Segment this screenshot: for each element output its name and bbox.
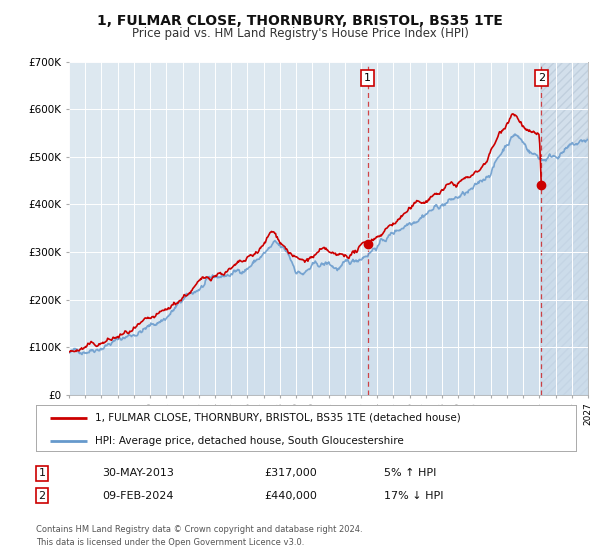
- Text: Contains HM Land Registry data © Crown copyright and database right 2024.
This d: Contains HM Land Registry data © Crown c…: [36, 525, 362, 547]
- Text: 1, FULMAR CLOSE, THORNBURY, BRISTOL, BS35 1TE: 1, FULMAR CLOSE, THORNBURY, BRISTOL, BS3…: [97, 14, 503, 28]
- Text: 1: 1: [364, 73, 371, 83]
- Text: HPI: Average price, detached house, South Gloucestershire: HPI: Average price, detached house, Sout…: [95, 436, 404, 446]
- Text: £317,000: £317,000: [264, 468, 317, 478]
- Text: 5% ↑ HPI: 5% ↑ HPI: [384, 468, 436, 478]
- Text: 30-MAY-2013: 30-MAY-2013: [102, 468, 174, 478]
- Text: £440,000: £440,000: [264, 491, 317, 501]
- Text: 2: 2: [538, 73, 545, 83]
- Text: 17% ↓ HPI: 17% ↓ HPI: [384, 491, 443, 501]
- Text: Price paid vs. HM Land Registry's House Price Index (HPI): Price paid vs. HM Land Registry's House …: [131, 27, 469, 40]
- Text: 2: 2: [38, 491, 46, 501]
- Text: 1: 1: [38, 468, 46, 478]
- Text: 09-FEB-2024: 09-FEB-2024: [102, 491, 173, 501]
- Text: 1, FULMAR CLOSE, THORNBURY, BRISTOL, BS35 1TE (detached house): 1, FULMAR CLOSE, THORNBURY, BRISTOL, BS3…: [95, 413, 461, 423]
- Bar: [541, 62, 588, 395]
